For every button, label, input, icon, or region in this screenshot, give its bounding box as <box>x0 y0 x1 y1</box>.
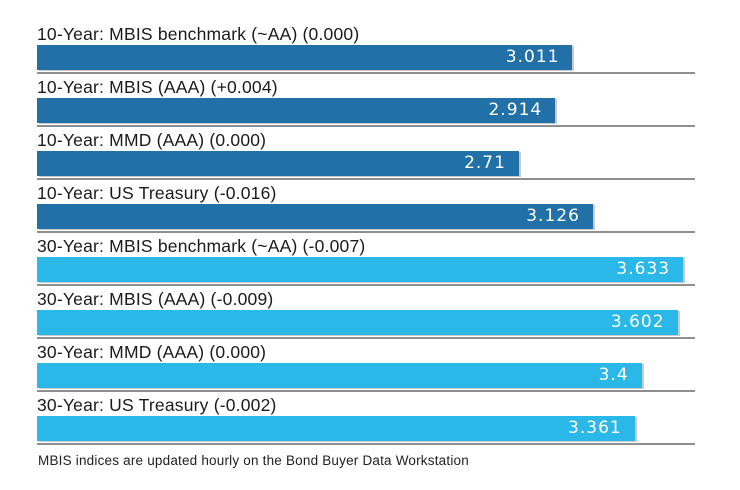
bar-track: 3.126 <box>37 204 695 233</box>
bar-label: 30-Year: US Treasury (-0.002) <box>37 395 277 415</box>
bar-value: 2.71 <box>464 153 506 173</box>
bar-value: 3.126 <box>526 206 580 226</box>
bar-value: 3.633 <box>616 259 671 279</box>
bar-track: 3.011 <box>37 45 695 74</box>
bar: 3.4 <box>37 363 642 388</box>
bar-track: 3.633 <box>37 257 695 286</box>
bar-label: 10-Year: MBIS (AAA) (+0.004) <box>37 77 278 97</box>
bar-label: 10-Year: US Treasury (-0.016) <box>37 183 277 203</box>
bar-track: 3.602 <box>37 310 695 339</box>
bar-row: 30-Year: MBIS (AAA) (-0.009) 3.602 <box>37 289 695 339</box>
bar-label: 10-Year: MMD (AAA) (0.000) <box>37 130 267 150</box>
bar-label: 30-Year: MBIS benchmark (~AA) (-0.007) <box>37 236 366 256</box>
bar-track: 3.4 <box>37 363 695 392</box>
bar-value: 3.602 <box>610 312 665 332</box>
bar-value: 2.914 <box>488 100 543 120</box>
bar-row: 10-Year: MBIS (AAA) (+0.004) 2.914 <box>37 77 695 127</box>
bar-label: 10-Year: MBIS benchmark (~AA) (0.000) <box>37 24 360 44</box>
bar: 2.914 <box>37 98 556 123</box>
bar: 2.71 <box>37 151 519 176</box>
bar-row: 10-Year: US Treasury (-0.016) 3.126 <box>37 183 695 233</box>
bar-value: 3.361 <box>568 418 622 438</box>
bar: 3.633 <box>37 257 684 282</box>
bar: 3.011 <box>37 45 573 70</box>
bar-track: 3.361 <box>37 416 695 445</box>
bar-label: 30-Year: MMD (AAA) (0.000) <box>37 342 267 362</box>
bar-rows: 10-Year: MBIS benchmark (~AA) (0.000) 3.… <box>37 24 695 448</box>
bar-row: 30-Year: US Treasury (-0.002) 3.361 <box>37 395 695 445</box>
bar-row: 30-Year: MMD (AAA) (0.000) 3.4 <box>37 342 695 392</box>
bar-row: 10-Year: MMD (AAA) (0.000) 2.71 <box>37 130 695 180</box>
bar-track: 2.71 <box>37 151 695 180</box>
bar-row: 30-Year: MBIS benchmark (~AA) (-0.007) 3… <box>37 236 695 286</box>
bar-label: 30-Year: MBIS (AAA) (-0.009) <box>37 289 274 309</box>
bar-track: 2.914 <box>37 98 695 127</box>
bar: 3.126 <box>37 204 593 229</box>
bar: 3.602 <box>37 310 678 335</box>
bar-value: 3.4 <box>598 365 629 385</box>
bar-value: 3.011 <box>505 47 560 67</box>
footer-note: MBIS indices are updated hourly on the B… <box>38 453 469 468</box>
bar: 3.361 <box>37 416 635 441</box>
bar-row: 10-Year: MBIS benchmark (~AA) (0.000) 3.… <box>37 24 695 74</box>
